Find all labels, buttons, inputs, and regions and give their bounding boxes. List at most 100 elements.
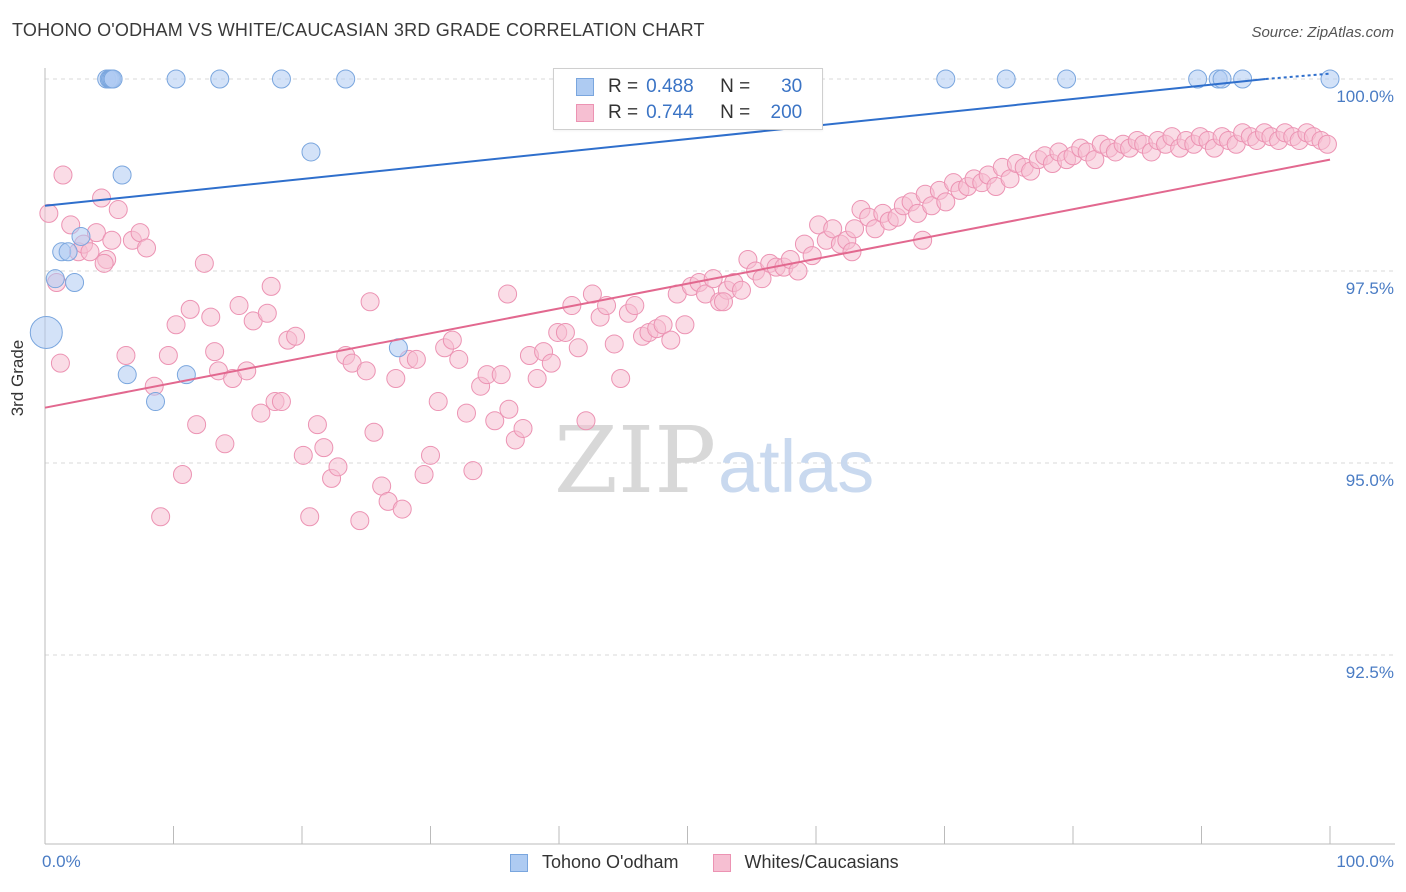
whites-point — [151, 507, 171, 527]
whites-point — [53, 165, 73, 185]
whites-point — [513, 418, 533, 438]
stats-legend: R = 0.488 N = 30 R = 0.744 N = 200 — [553, 68, 823, 130]
whites-point — [364, 422, 384, 442]
axes — [44, 68, 1395, 845]
chart-title: TOHONO O'ODHAM VS WHITE/CAUCASIAN 3RD GR… — [12, 20, 705, 40]
whites-point — [205, 342, 225, 362]
whites-point — [108, 200, 128, 220]
legend-item-tohono[interactable]: Tohono O'odham — [510, 852, 679, 873]
y-tick-label: 92.5% — [1345, 663, 1394, 682]
series-legend: Tohono O'odham Whites/Caucasians — [510, 852, 933, 873]
whites-point — [328, 457, 348, 477]
n-label: N = — [720, 102, 751, 123]
whites-point — [625, 296, 645, 316]
whites-point — [731, 280, 751, 300]
whites-point — [485, 411, 505, 431]
whites-point — [428, 392, 448, 412]
tohono-point — [58, 242, 78, 262]
whites-point — [414, 465, 434, 485]
legend-label: Whites/Caucasians — [744, 852, 899, 872]
blue-swatch — [510, 853, 528, 872]
whites-point — [788, 261, 808, 281]
tohono-point — [71, 226, 91, 246]
whites-point — [201, 307, 221, 327]
whites-point — [116, 345, 136, 365]
tohono-point — [45, 269, 65, 289]
whites-point — [611, 369, 631, 389]
whites-point — [661, 330, 681, 350]
whites-point — [229, 296, 249, 316]
whites-point — [307, 415, 327, 435]
whites-point — [360, 292, 380, 312]
whites-point — [555, 322, 575, 342]
whites-point — [406, 349, 426, 369]
tohono-point — [1188, 69, 1208, 89]
whites-point — [300, 507, 320, 527]
whites-point — [314, 438, 334, 458]
legend-item-whites[interactable]: Whites/Caucasians — [712, 852, 899, 873]
whites-point — [449, 349, 469, 369]
tohono-point — [117, 365, 137, 385]
data-points — [29, 69, 1340, 531]
whites-point — [94, 253, 114, 273]
whites-point — [498, 284, 518, 304]
whites-point — [257, 303, 277, 323]
n-value: 200 — [770, 102, 803, 123]
whites-point — [293, 445, 313, 465]
tohono-point — [271, 69, 291, 89]
tohono-point — [65, 273, 85, 293]
tohono-point — [103, 69, 123, 89]
tohono-point — [166, 69, 186, 89]
whites-point — [194, 253, 214, 273]
whites-point — [463, 461, 483, 481]
whites-point — [180, 299, 200, 319]
whites-point — [215, 434, 235, 454]
tohono-point — [336, 69, 356, 89]
whites-point — [271, 392, 291, 412]
whites-point — [823, 219, 843, 239]
r-value: 0.744 — [646, 102, 694, 123]
whites-point — [172, 465, 192, 485]
n-value: 30 — [781, 76, 803, 97]
whites-point — [568, 338, 588, 358]
whites-point — [802, 246, 822, 266]
whites-point — [456, 403, 476, 423]
stats-row-tohono: R = 0.488 N = 30 — [576, 75, 802, 99]
stats-row-whites: R = 0.744 N = 200 — [576, 101, 802, 125]
trend-lines — [44, 72, 1331, 409]
whites-point — [604, 334, 624, 354]
tohono-point — [1057, 69, 1077, 89]
x-tick-label: 100.0% — [1336, 852, 1394, 871]
tohono-point — [996, 69, 1016, 89]
whites-point — [421, 445, 440, 465]
whites-point — [158, 345, 178, 365]
whites-trend-line — [44, 158, 1331, 409]
whites-point — [166, 315, 186, 335]
whites-point — [675, 315, 695, 335]
whites-point — [392, 499, 412, 519]
tohono-point — [301, 142, 321, 162]
r-value: 0.488 — [646, 76, 694, 97]
whites-point — [713, 292, 733, 312]
tohono-point — [146, 392, 166, 412]
whites-point — [576, 411, 596, 431]
whites-point — [541, 353, 561, 373]
whites-point — [491, 365, 511, 385]
x-tick-label: 0.0% — [42, 852, 81, 871]
tohono-point — [1233, 69, 1253, 89]
whites-point — [80, 242, 100, 262]
y-tick-label: 95.0% — [1345, 471, 1394, 490]
whites-point — [499, 399, 519, 419]
y-tick-label: 97.5% — [1345, 279, 1394, 298]
whites-point — [653, 315, 673, 335]
tohono-point — [936, 69, 956, 89]
whites-point — [286, 326, 306, 346]
whites-point — [137, 238, 157, 258]
whites-point — [92, 188, 112, 208]
tohono-point — [112, 165, 132, 185]
source-label: Source: ZipAtlas.com — [1251, 24, 1394, 41]
whites-point — [50, 353, 70, 373]
whites-point — [350, 511, 370, 531]
tohono-point — [1320, 69, 1340, 89]
blue-swatch — [576, 78, 594, 96]
